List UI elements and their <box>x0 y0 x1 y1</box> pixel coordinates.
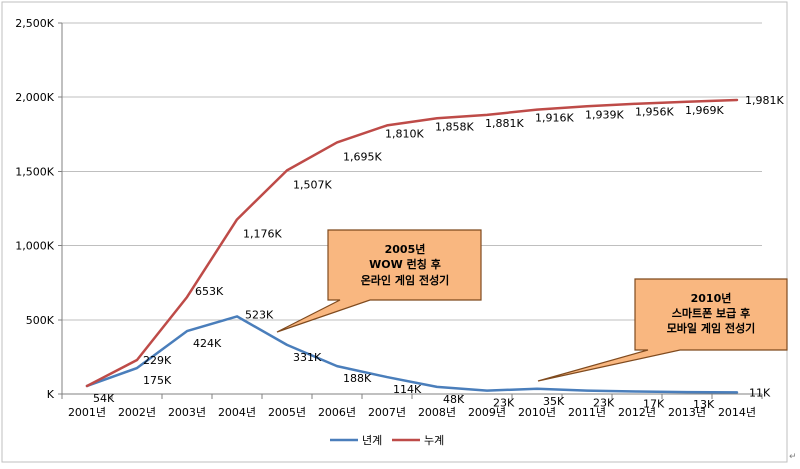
x-tick-label: 2007년 <box>368 406 406 419</box>
data-label-cumulative: 1,810K <box>385 127 424 140</box>
data-label-annual: 17K <box>643 397 665 410</box>
data-label-cumulative: 1,176K <box>243 227 282 240</box>
y-tick-labels: K 500K 1,000K 1,500K 2,000K 2,500K <box>15 17 55 401</box>
callout-2010-line-3: 모바일 게임 전성기 <box>667 321 756 335</box>
data-label-annual: 11K <box>749 386 771 399</box>
data-label-annual: 331K <box>293 351 322 364</box>
x-tick-labels: 2001년 2002년 2003년 2004년 2005년 2006년 2007년 2008년… <box>68 406 756 419</box>
data-label-annual: 48K <box>443 393 465 406</box>
data-label-cumulative: 1,916K <box>535 112 574 125</box>
data-label-cumulative: 1,939K <box>585 108 624 121</box>
callout-2005-line-3: 온라인 게임 전성기 <box>361 273 450 287</box>
y-tick-label: 500K <box>26 314 55 327</box>
data-label-annual: 175K <box>143 374 172 387</box>
callout-2005-box <box>276 229 482 333</box>
data-label-annual: 114K <box>393 383 422 396</box>
x-tick-label: 2009년 <box>468 406 506 419</box>
data-label-cumulative: 1,969K <box>685 104 724 117</box>
data-label-cumulative: 1,956K <box>635 106 674 119</box>
edge-mark: ↵ <box>789 452 797 462</box>
series-line-cumulative <box>85 98 739 388</box>
data-labels: 54K 175K 424K 523K 331K 188K 114K 48K 23K 35K 23K 1… <box>93 94 784 411</box>
data-label-annual: 54K <box>93 392 115 405</box>
x-tick-label: 2004년 <box>218 406 256 419</box>
callout-2010-line-1: 2010년 <box>691 291 732 305</box>
data-label-annual: 13K <box>693 398 715 411</box>
series-lines <box>85 98 739 394</box>
data-label-cumulative: 1,881K <box>485 117 524 130</box>
data-label-cumulative: 653K <box>195 285 224 298</box>
x-tick-label: 2001년 <box>68 406 106 419</box>
data-label-cumulative: 1,507K <box>293 178 332 191</box>
legend-label-cumulative: 누계 <box>424 434 444 447</box>
x-tick-label: 2006년 <box>318 406 356 419</box>
callout-2005-line-2: WOW 런칭 후 <box>369 257 441 271</box>
x-tick-label: 2003년 <box>168 406 206 419</box>
series-line-annual <box>85 315 739 394</box>
x-tick-label: 2010년 <box>518 406 556 419</box>
data-label-cumulative: 1,981K <box>745 94 784 107</box>
data-label-cumulative: 1,695K <box>343 150 382 163</box>
x-tick-label: 2014년 <box>718 406 756 419</box>
callout-2010-box <box>537 278 788 382</box>
data-label-cumulative: 1,858K <box>435 120 474 133</box>
y-tick-label: 1,500K <box>15 165 54 178</box>
y-tick-label: K <box>47 388 55 401</box>
legend: 년계 누계 <box>330 434 444 447</box>
x-tick-label: 2013년 <box>668 406 706 419</box>
callout-2005-line-1: 2005년 <box>385 242 426 256</box>
x-tick-label: 2008년 <box>418 406 456 419</box>
callout-2010-line-2: 스마트폰 보급 후 <box>672 306 751 320</box>
data-label-annual: 23K <box>593 397 615 410</box>
callout-2005: 2005년 WOW 런칭 후 온라인 게임 전성기 <box>276 229 482 333</box>
data-label-annual: 523K <box>245 308 274 321</box>
data-label-annual: 35K <box>543 395 565 408</box>
data-label-annual: 424K <box>193 337 222 350</box>
data-label-cumulative: 229K <box>143 354 172 367</box>
x-tick-label: 2002년 <box>118 406 156 419</box>
y-tick-label: 1,000K <box>15 240 54 253</box>
y-tick-label: 2,000K <box>15 91 54 104</box>
axes <box>61 23 762 395</box>
x-tick-label: 2011년 <box>568 406 606 419</box>
callout-2010: 2010년 스마트폰 보급 후 모바일 게임 전성기 <box>537 278 788 382</box>
x-tick-label: 2005년 <box>268 406 306 419</box>
legend-label-annual: 년계 <box>362 434 382 447</box>
data-label-annual: 23K <box>493 397 515 410</box>
y-tick-label: 2,500K <box>15 17 54 30</box>
x-tick-label: 2012년 <box>618 406 656 419</box>
data-label-annual: 188K <box>343 372 372 385</box>
